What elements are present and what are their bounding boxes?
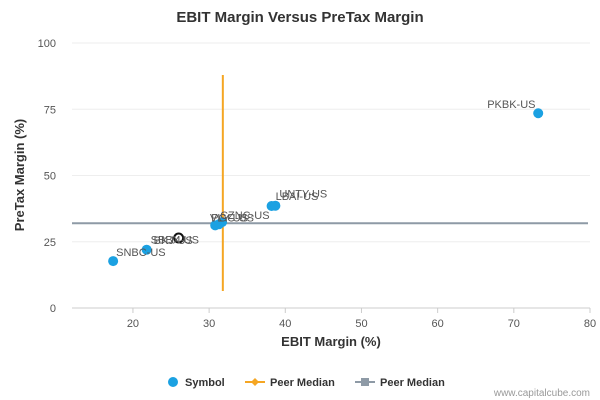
- data-point-bkj-us[interactable]: [173, 232, 185, 244]
- point-label-snbc-us: SNBC-US: [116, 247, 166, 259]
- plot-area: 20 30 40 50 60 70 80 0 25 50 75 100 PKBK-US LBAI-US…: [38, 38, 596, 330]
- x-tick-label: 80: [584, 318, 596, 330]
- point-label-bkj-us: BKJ-US: [154, 235, 193, 247]
- y-tick-label: 75: [44, 104, 56, 116]
- legend: Symbol Peer Median Peer Median: [168, 377, 445, 389]
- point-label-lbai-us: LBAI-US: [276, 191, 319, 203]
- x-tick-label: 20: [127, 318, 139, 330]
- data-point-unty-us[interactable]: [270, 200, 281, 211]
- y-axis-title: PreTax Margin (%): [12, 119, 27, 231]
- data-point-snbc-us[interactable]: [108, 256, 119, 267]
- point-label-vly-us: VLY-US: [210, 212, 248, 224]
- x-tick-label: 60: [432, 318, 444, 330]
- legend-item-symbol[interactable]: Symbol: [168, 377, 225, 389]
- point-label-pgc-us: PGC-US: [211, 212, 254, 224]
- x-tick-label: 30: [203, 318, 215, 330]
- legend-label-peer-median-x: Peer Median: [270, 377, 335, 389]
- point-label-sbbx-us: SBBX-US: [151, 235, 199, 247]
- x-tick-label: 50: [355, 318, 367, 330]
- data-point-pkbk-us[interactable]: [533, 108, 544, 119]
- y-tick-label: 0: [50, 303, 56, 315]
- data-point-sbbx-us[interactable]: [141, 244, 152, 255]
- point-label-cznc-us: CZNC-US: [220, 210, 269, 222]
- y-tick-label: 25: [44, 237, 56, 249]
- x-axis-title: EBIT Margin (%): [281, 334, 381, 349]
- y-tick-label: 100: [38, 38, 56, 50]
- data-point-pgc-us[interactable]: [210, 220, 221, 231]
- point-label-pkbk-us: PKBK-US: [487, 99, 535, 111]
- legend-item-peer-median-x[interactable]: Peer Median: [245, 377, 335, 389]
- legend-peer-median-y-marker: [361, 378, 369, 386]
- chart-title: EBIT Margin Versus PreTax Margin: [176, 9, 423, 26]
- watermark: www.capitalcube.com: [493, 388, 590, 399]
- legend-peer-median-x-marker: [251, 378, 259, 386]
- x-tick-label: 40: [279, 318, 291, 330]
- legend-label-peer-median-y: Peer Median: [380, 377, 445, 389]
- legend-symbol-marker: [168, 377, 178, 387]
- x-tick-label: 70: [508, 318, 520, 330]
- legend-label-symbol: Symbol: [185, 377, 225, 389]
- point-label-unty-us: UNTY-US: [279, 189, 327, 201]
- legend-item-peer-median-y[interactable]: Peer Median: [355, 377, 445, 389]
- y-tick-label: 50: [44, 171, 56, 183]
